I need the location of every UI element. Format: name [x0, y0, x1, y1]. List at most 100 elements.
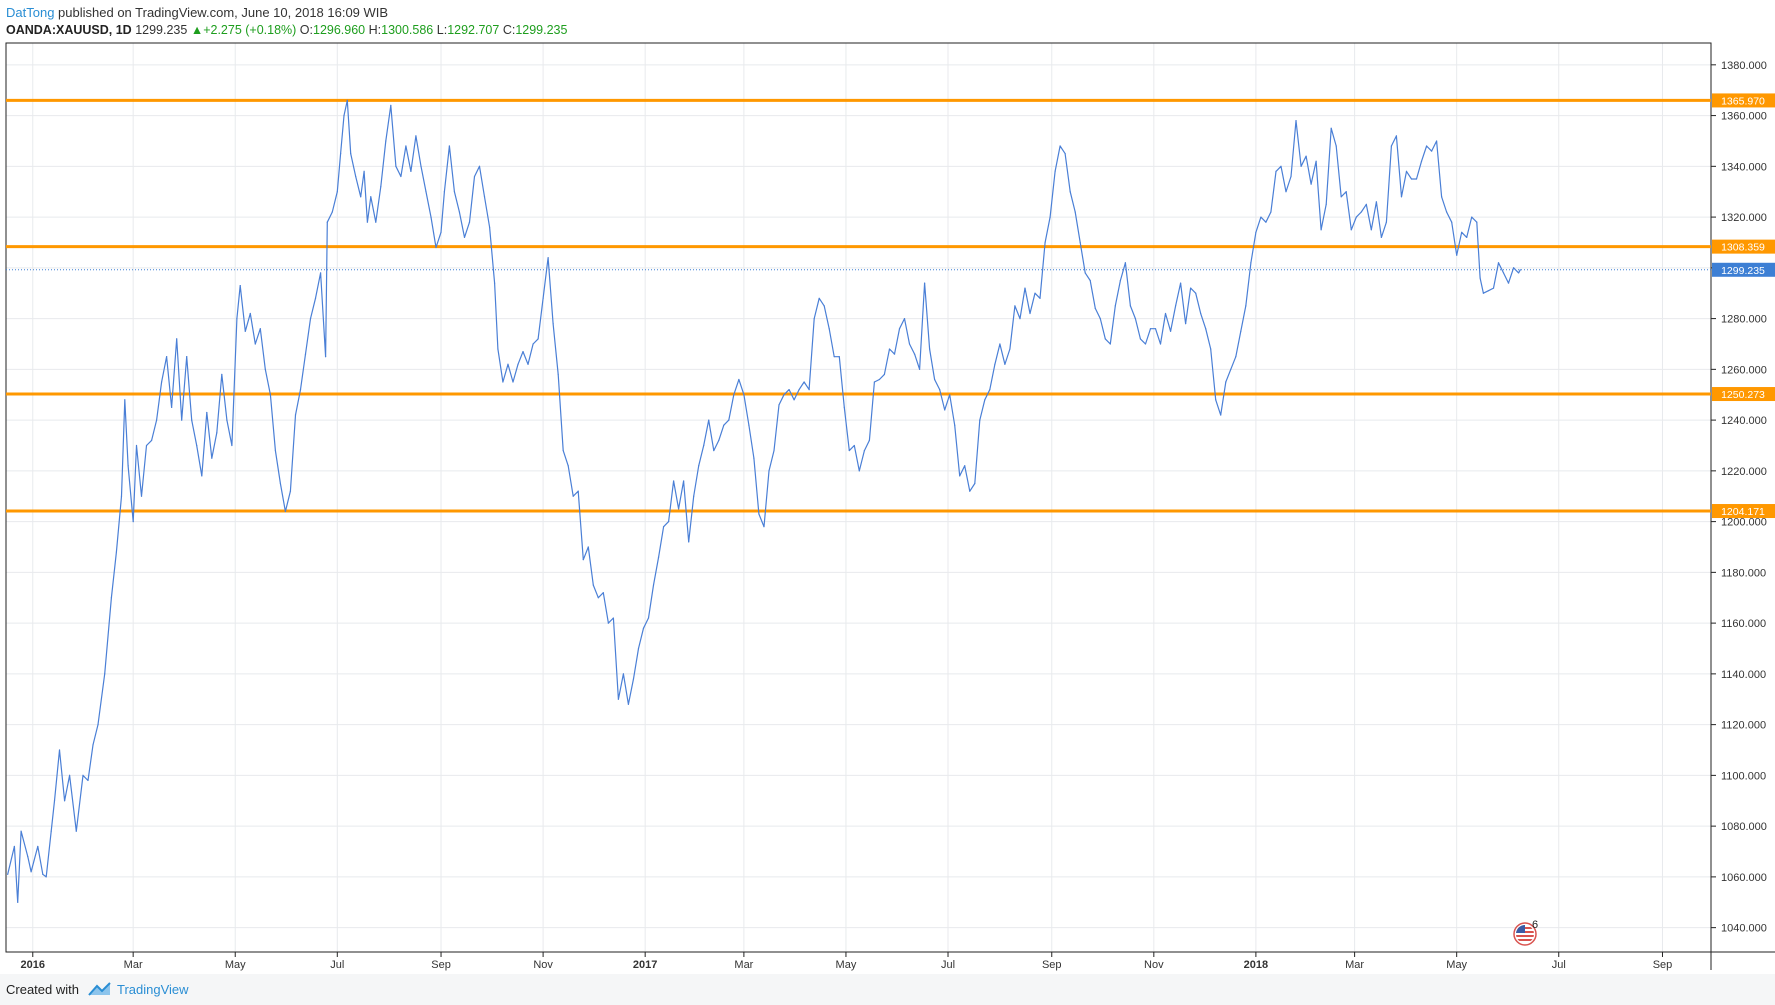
level-price-label: 1308.359	[1721, 242, 1765, 254]
price-point	[1280, 165, 1282, 167]
high-label: H:	[368, 23, 382, 37]
y-tick-label: 1380.000	[1721, 60, 1767, 72]
price-point	[562, 449, 564, 452]
price-point	[1461, 231, 1463, 233]
price-point	[1471, 216, 1473, 218]
price-point	[783, 394, 785, 396]
price-point	[309, 317, 312, 320]
price-point	[115, 551, 118, 553]
price-point	[713, 449, 715, 452]
price-point	[1375, 201, 1377, 203]
price-point	[959, 475, 961, 477]
price-point	[1487, 290, 1490, 292]
price-point	[75, 830, 77, 832]
price-point	[299, 389, 302, 391]
price-point	[1159, 343, 1162, 345]
price-point	[1104, 338, 1106, 340]
price-point	[1270, 211, 1272, 213]
price-point	[1265, 221, 1267, 223]
price-point	[567, 465, 569, 467]
price-point	[1169, 330, 1172, 332]
price-point	[259, 328, 261, 330]
price-point	[602, 592, 604, 594]
price-point	[20, 830, 22, 832]
last-price-value: 1299.235	[135, 23, 188, 37]
y-tick-label: 1340.000	[1721, 161, 1767, 173]
price-point	[269, 394, 271, 396]
price-point	[652, 584, 655, 586]
price-point	[181, 419, 183, 421]
tradingview-brand-link[interactable]: TradingView	[117, 982, 189, 997]
price-point	[1315, 160, 1317, 162]
price-point	[488, 226, 491, 228]
price-point	[1360, 211, 1362, 213]
price-point	[1059, 145, 1061, 147]
tradingview-logo-icon[interactable]	[88, 982, 112, 1003]
price-point	[264, 368, 266, 370]
price-point	[753, 457, 755, 459]
price-point	[1350, 229, 1352, 231]
y-tick-label: 1360.000	[1721, 111, 1767, 123]
price-point	[612, 617, 614, 619]
price-axis[interactable]: 1040.000 1060.000 1080.000 1100.000 1120.000…	[1711, 60, 1767, 935]
price-chart[interactable]: 1040.000 1060.000 1080.000 1100.000 1120.000…	[0, 0, 1775, 974]
price-point	[738, 378, 740, 381]
x-tick-label: Nov	[1144, 959, 1164, 971]
price-point	[7, 873, 9, 875]
price-point	[473, 175, 476, 178]
price-point	[743, 394, 745, 396]
price-point	[1094, 307, 1096, 310]
price-point	[1330, 127, 1332, 129]
price-point	[1235, 356, 1237, 358]
price-point	[627, 703, 630, 705]
plot-frame	[5, 42, 1712, 953]
price-point	[1089, 279, 1091, 282]
time-axis[interactable]: 2016 Mar May Jul Sep Nov 2017 Mar May Jul Sep Nov 20…	[21, 952, 1673, 971]
price-point	[1435, 140, 1438, 142]
y-tick-label: 1140.000	[1721, 669, 1766, 681]
price-point	[1225, 381, 1227, 383]
price-point	[688, 541, 690, 543]
price-point	[748, 424, 750, 426]
price-point	[1290, 175, 1292, 178]
price-point	[1466, 236, 1468, 238]
price-point	[873, 381, 875, 383]
price-point	[929, 348, 931, 350]
price-point	[1355, 216, 1357, 218]
price-point	[964, 465, 966, 467]
price-point	[758, 513, 760, 515]
price-point	[923, 282, 926, 284]
price-point	[324, 356, 327, 358]
horizontal-levels[interactable]	[6, 98, 1711, 513]
x-tick-label: Jul	[1552, 959, 1566, 971]
price-point	[1479, 277, 1481, 279]
level-price-tag	[1712, 504, 1775, 519]
price-point	[1009, 348, 1011, 350]
price-point	[1325, 203, 1327, 205]
y-tick-label: 1180.000	[1721, 567, 1766, 579]
price-point	[254, 343, 256, 345]
price-point	[420, 165, 422, 167]
level-price-tag	[1712, 239, 1775, 254]
price-point	[1054, 170, 1056, 173]
price-point	[1410, 178, 1413, 180]
us-flag-event-icon[interactable]	[1513, 922, 1537, 946]
price-point	[1210, 348, 1212, 350]
price-point	[366, 221, 369, 223]
price-series	[7, 99, 1521, 903]
price-point	[390, 104, 392, 107]
y-tick-label: 1060.000	[1721, 872, 1767, 884]
price-point	[1124, 262, 1126, 264]
price-point	[683, 480, 685, 482]
chart-header: DatTong published on TradingView.com, Ju…	[6, 2, 1766, 40]
author-link[interactable]: DatTong	[6, 5, 55, 20]
price-point	[110, 597, 113, 599]
price-point	[592, 584, 594, 586]
price-point	[171, 406, 173, 409]
price-point	[355, 175, 357, 178]
price-point	[617, 698, 619, 700]
price-point	[994, 363, 996, 365]
economic-event-marker[interactable]: 6	[1513, 919, 1538, 946]
price-point	[191, 419, 193, 421]
price-point	[1220, 414, 1222, 416]
